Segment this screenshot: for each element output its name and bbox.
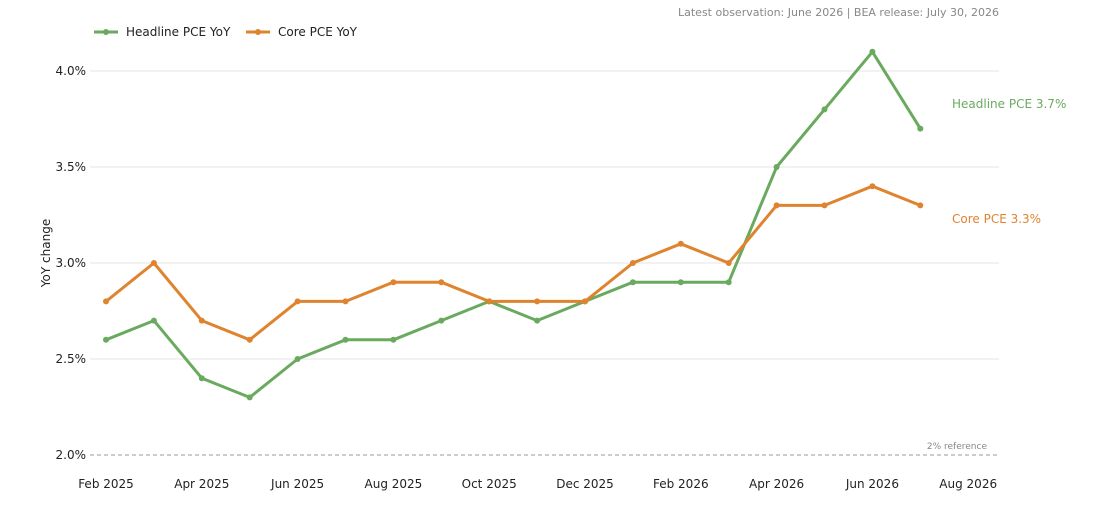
series-end-label: Headline PCE 3.7% [952, 97, 1066, 111]
data-point [294, 356, 301, 362]
x-tick-label: Dec 2025 [556, 477, 614, 491]
legend-label: Core PCE YoY [278, 25, 358, 39]
series-line [104, 50, 922, 399]
data-point [582, 298, 588, 305]
data-point [773, 164, 780, 170]
data-point [629, 279, 636, 286]
data-point [725, 260, 732, 266]
x-tick-label: Jun 2025 [270, 477, 324, 491]
data-point [677, 240, 684, 247]
x-tick-label: Feb 2026 [653, 477, 709, 491]
x-tick-label: Apr 2025 [174, 477, 229, 491]
data-point [198, 375, 205, 382]
data-point [821, 106, 828, 113]
data-point [438, 317, 445, 324]
y-tick-label: 3.5% [56, 160, 87, 174]
x-tick-label: Apr 2026 [749, 477, 804, 491]
data-point [246, 336, 253, 343]
axis-layer: 2.0% 2.5% 3.0% 3.5% 4.0% Feb 2025 Apr 2025 Jun … [56, 64, 998, 491]
data-point [150, 260, 157, 266]
y-tick-label: 2.0% [56, 448, 87, 462]
data-point [103, 336, 109, 343]
legend: Headline PCE YoY Core PCE YoY [94, 25, 358, 39]
data-point [342, 336, 349, 343]
data-point [534, 298, 541, 305]
data-point [677, 279, 684, 286]
data-point [150, 317, 157, 324]
data-point [438, 279, 445, 286]
data-point [342, 298, 349, 305]
reference-label: 2% reference [927, 442, 988, 452]
x-tick-label: Aug 2025 [365, 477, 423, 491]
y-tick-label: 3.0% [56, 256, 87, 270]
y-tick-label: 2.5% [56, 352, 87, 366]
x-tick-label: Aug 2026 [939, 477, 997, 491]
series-end-label: Core PCE 3.3% [952, 212, 1041, 226]
series-layer: Headline PCE 3.7% Core PCE 3.3% [103, 48, 1066, 401]
data-point [917, 125, 924, 132]
data-point [629, 260, 636, 266]
legend-marker [103, 29, 109, 35]
data-point [103, 298, 109, 305]
data-point [725, 279, 732, 286]
data-point [390, 336, 397, 343]
legend-marker [255, 29, 261, 35]
y-axis-label: YoY change [39, 219, 53, 288]
data-point [198, 317, 205, 324]
data-point [917, 202, 924, 209]
series-line [104, 184, 922, 342]
x-tick-label: Jun 2026 [845, 477, 899, 491]
x-tick-label: Feb 2025 [78, 477, 134, 491]
data-point [294, 298, 301, 305]
reference-layer: 2% reference [90, 442, 999, 456]
data-point [869, 183, 876, 190]
data-point [821, 202, 828, 209]
data-point [486, 298, 493, 305]
grid [90, 70, 999, 360]
data-point [534, 317, 541, 324]
data-point [869, 48, 876, 55]
data-point [773, 202, 780, 209]
data-point [246, 394, 253, 401]
y-tick-label: 4.0% [56, 64, 87, 78]
data-point [390, 279, 397, 286]
x-tick-label: Oct 2025 [462, 477, 517, 491]
release-note: Latest observation: June 2026 | BEA rele… [678, 6, 999, 19]
legend-label: Headline PCE YoY [126, 25, 231, 39]
